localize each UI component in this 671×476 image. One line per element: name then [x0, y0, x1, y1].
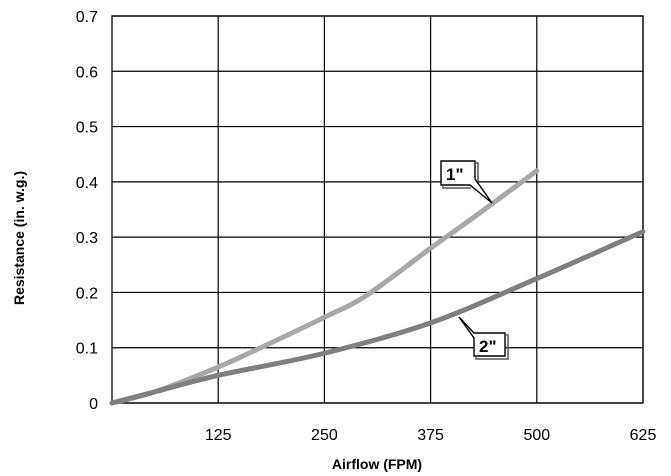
y-axis-title: Resistance (in. w.g.)	[11, 171, 27, 305]
callout-2in-shadow	[475, 334, 509, 360]
x-tick-label-1: 250	[311, 427, 338, 444]
callout-1in-shadow	[442, 162, 479, 189]
y-tick-label-2: 0.2	[76, 285, 98, 302]
series-line-1	[109, 229, 646, 406]
series-lines	[109, 168, 646, 406]
callout-1in: 1"	[440, 160, 493, 204]
plot-frame	[111, 15, 644, 404]
callout-2in-box	[458, 316, 506, 357]
callout-2in: 2"	[458, 316, 509, 360]
x-axis-title: Airflow (FPM)	[332, 456, 422, 472]
x-tick-label-0: 125	[205, 427, 232, 444]
y-tick-label-7: 0.7	[76, 9, 98, 26]
callout-1in-label: 1"	[446, 165, 464, 184]
y-tick-label-0: 0	[89, 396, 98, 413]
callout-1in-box	[440, 160, 493, 204]
callout-2in-label: 2"	[479, 337, 497, 356]
y-tick-label-1: 0.1	[76, 341, 98, 358]
x-tick-label-4: 625	[630, 427, 657, 444]
y-tick-label-5: 0.5	[76, 120, 98, 137]
grid	[111, 15, 644, 404]
x-tick-label-3: 500	[523, 427, 550, 444]
y-tick-label-6: 0.6	[76, 64, 98, 81]
x-tick-label-2: 375	[417, 427, 444, 444]
y-tick-label-3: 0.3	[76, 230, 98, 247]
y-tick-label-4: 0.4	[76, 175, 98, 192]
tick-labels: 0 0.1 0.2 0.3 0.4 0.5 0.6 0.7 125 250 375 500 625	[76, 9, 657, 444]
